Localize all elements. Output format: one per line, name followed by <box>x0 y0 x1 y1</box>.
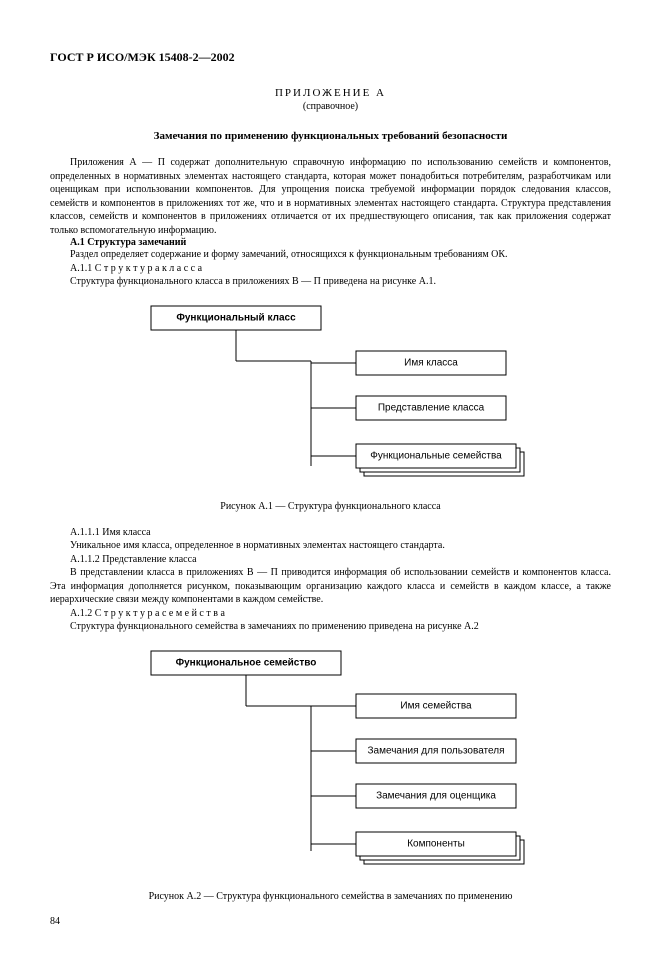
paragraph-a1: Раздел определяет содержание и форму зам… <box>50 248 611 262</box>
label-child3: Функциональные семейства <box>370 450 502 461</box>
document-header: ГОСТ Р ИСО/МЭК 15408-2—2002 <box>50 50 611 65</box>
label-child2: Замечания для пользователя <box>367 745 504 756</box>
label-child1: Имя класса <box>404 357 458 368</box>
label-child3: Замечания для оценщика <box>376 790 496 801</box>
figure-a1-svg: Функциональный класс Имя класса Представ… <box>111 301 551 486</box>
page-number: 84 <box>50 916 611 927</box>
figure-a2-caption: Рисунок А.2 — Структура функционального … <box>50 891 611 902</box>
heading-a112: А.1.1.2 Представление класса <box>50 553 611 567</box>
paragraph-a111: Уникальное имя класса, определенное в но… <box>50 539 611 553</box>
appendix-title: ПРИЛОЖЕНИЕ А <box>50 87 611 99</box>
label-a12: А.1.2 <box>70 608 92 619</box>
label-child1: Имя семейства <box>400 700 472 711</box>
section-title: Замечания по применению функциональных т… <box>50 130 611 142</box>
title-a11: С т р у к т у р а к л а с с а <box>95 263 202 274</box>
title-a12: С т р у к т у р а с е м е й с т в а <box>95 608 225 619</box>
paragraph-a112: В представлении класса в приложениях В —… <box>50 566 611 607</box>
paragraph-intro: Приложения А — П содержат дополнительную… <box>50 156 611 237</box>
figure-a2: Функциональное семейство Имя семейства З… <box>111 646 551 881</box>
figure-a2-svg: Функциональное семейство Имя семейства З… <box>111 646 551 876</box>
figure-a1: Функциональный класс Имя класса Представ… <box>111 301 551 491</box>
paragraph-a12: Структура функционального семейства в за… <box>50 620 611 634</box>
label-root: Функциональный класс <box>176 312 296 323</box>
figure-a1-caption: Рисунок А.1 — Структура функционального … <box>50 501 611 512</box>
label-a11: А.1.1 <box>70 263 92 274</box>
heading-a11: А.1.1 С т р у к т у р а к л а с с а <box>50 262 611 276</box>
label-child4: Компоненты <box>407 838 465 849</box>
heading-a111: А.1.1.1 Имя класса <box>50 526 611 540</box>
label-root: Функциональное семейство <box>175 657 316 668</box>
label-child2: Представление класса <box>377 402 484 413</box>
page: ГОСТ Р ИСО/МЭК 15408-2—2002 ПРИЛОЖЕНИЕ А… <box>0 0 661 957</box>
heading-a1: А.1 Структура замечаний <box>50 237 611 248</box>
paragraph-a11: Структура функционального класса в прило… <box>50 275 611 289</box>
heading-a12: А.1.2 С т р у к т у р а с е м е й с т в … <box>50 607 611 621</box>
appendix-subtitle: (справочное) <box>50 101 611 112</box>
